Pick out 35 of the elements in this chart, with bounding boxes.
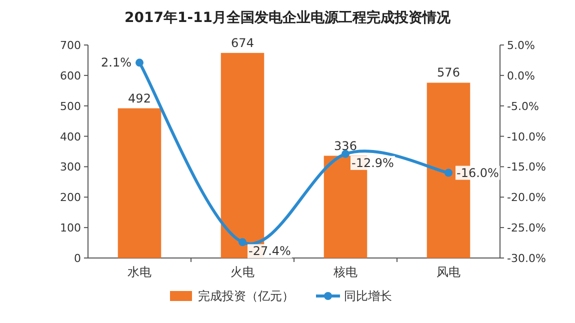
- point: [238, 238, 246, 246]
- y2-tick-label: 5.0%: [507, 39, 535, 52]
- legend-label: 完成投资（亿元）: [198, 289, 294, 303]
- y2-tick-label: -25.0%: [507, 222, 546, 235]
- y-tick-label: 400: [60, 130, 81, 144]
- data-label: 2.1%: [101, 56, 132, 70]
- y2-tick-label: -10.0%: [507, 130, 546, 144]
- data-label: 336: [334, 138, 357, 153]
- data-label: -16.0%: [456, 166, 499, 180]
- x-tick-label: 火电: [230, 265, 254, 279]
- y-tick-label: 300: [60, 160, 81, 174]
- y-tick-label: 500: [60, 100, 81, 113]
- point: [444, 168, 452, 177]
- data-label: 674: [231, 36, 254, 50]
- y-tick-label: 200: [60, 191, 81, 204]
- y2-tick-label: -20.0%: [507, 191, 546, 204]
- y2-tick-label: -15.0%: [507, 160, 546, 174]
- data-label: -27.4%: [248, 244, 291, 258]
- chart-title: 2017年1-11月全国发电企业电源工程完成投资情况: [124, 9, 452, 26]
- y2-tick-label: -30.0%: [507, 252, 546, 265]
- y-tick-label: 700: [60, 39, 81, 52]
- bar: [118, 108, 162, 258]
- y-tick-label: 0: [74, 252, 81, 265]
- data-label: 492: [128, 91, 151, 106]
- data-label: 576: [437, 66, 460, 80]
- legend-label: 同比增长: [344, 289, 392, 303]
- point: [136, 58, 144, 67]
- data-label: -12.9%: [352, 156, 394, 170]
- y-tick-label: 600: [60, 69, 81, 82]
- x-tick-label: 水电: [128, 265, 152, 279]
- y2-tick-label: 0.0%: [507, 69, 535, 82]
- y2-tick-label: -5.0%: [507, 100, 539, 113]
- x-tick-label: 风电: [436, 265, 460, 279]
- x-tick-label: 核电: [332, 265, 358, 279]
- y-tick-label: 100: [60, 222, 81, 235]
